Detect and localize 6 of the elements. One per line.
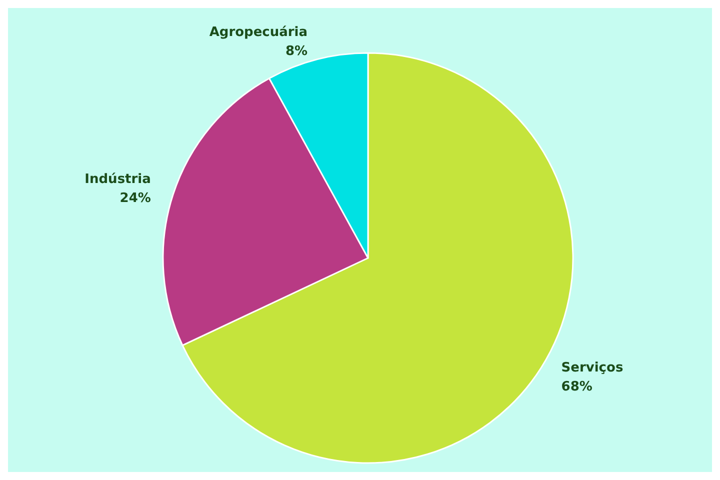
data-label: 68%: [561, 379, 592, 394]
slice-label: Indústria: [84, 172, 151, 188]
data-label: 8%: [285, 44, 308, 60]
data-label: 24%: [120, 191, 151, 206]
slice-label: Serviços: [561, 360, 624, 376]
slice-label: Agropecuária: [209, 25, 308, 40]
